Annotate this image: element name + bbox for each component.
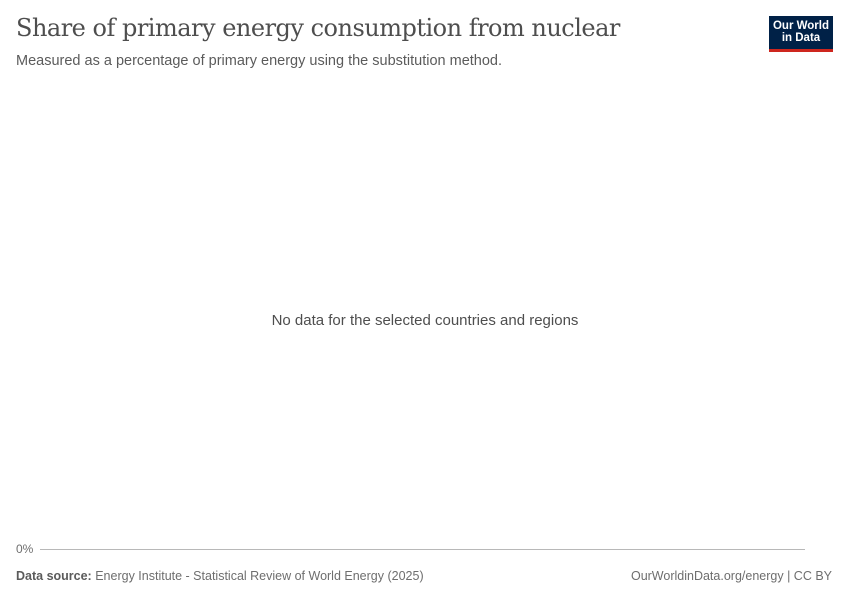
no-data-message: No data for the selected countries and r… [271, 312, 579, 329]
footer-license: OurWorldinData.org/energy | CC BY [630, 569, 832, 583]
data-source: Data source: Energy Institute - Statisti… [16, 569, 424, 583]
owid-energy-link[interactable]: OurWorldinData.org/energy [630, 569, 784, 583]
data-source-link[interactable]: Energy Institute - Statistical Review of… [95, 569, 424, 583]
x-axis-baseline [40, 549, 805, 550]
data-source-label: Data source: [16, 569, 92, 583]
chart-title: Share of primary energy consumption from… [16, 14, 620, 42]
owid-logo[interactable]: Our World in Data [769, 16, 833, 52]
chart-subtitle: Measured as a percentage of primary ener… [16, 53, 503, 69]
y-tick-label: 0% [16, 542, 34, 556]
license-link[interactable]: CC BY [793, 569, 832, 583]
